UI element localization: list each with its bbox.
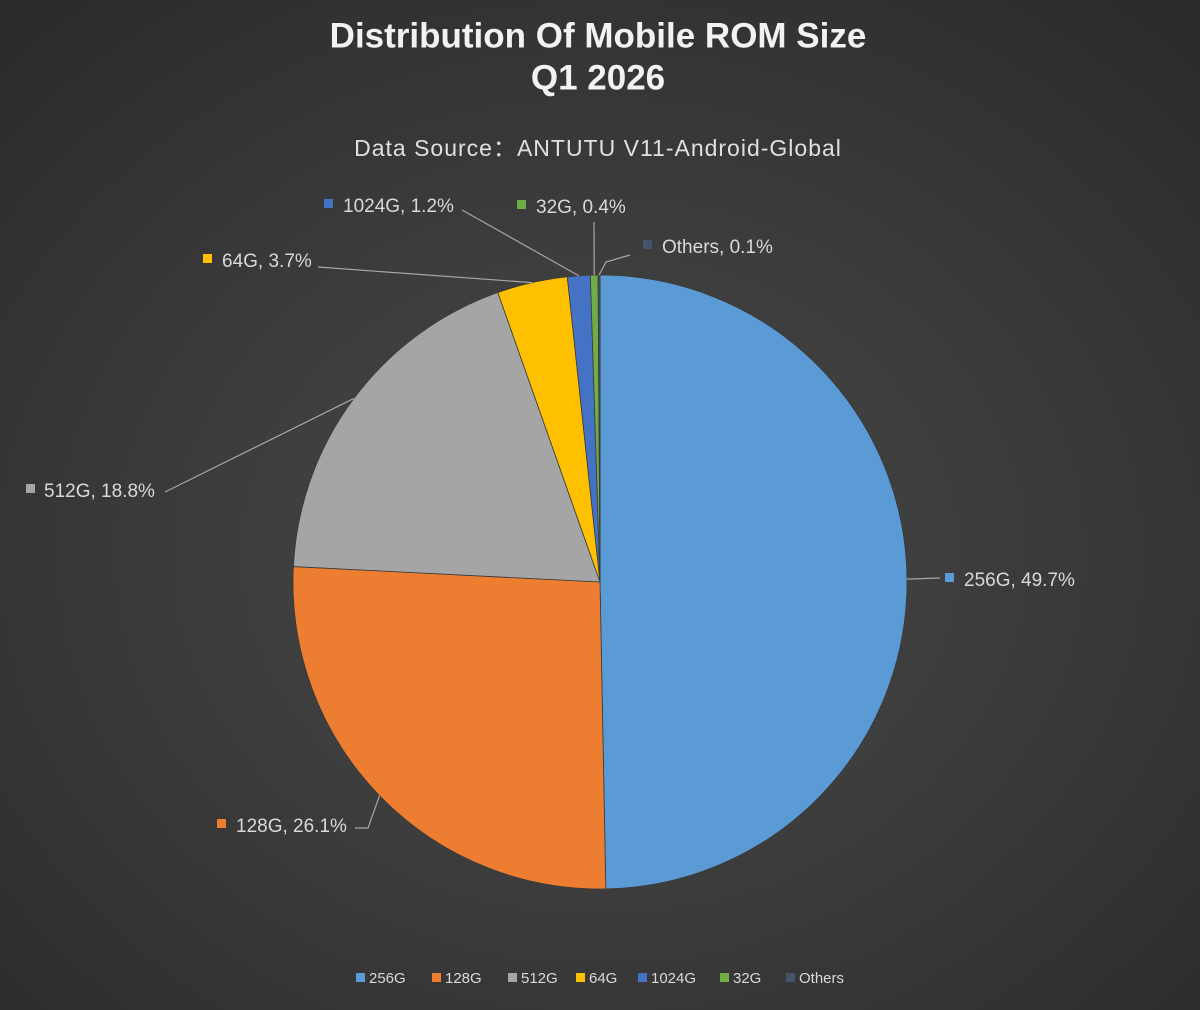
legend-label: Others — [799, 970, 844, 987]
label-marker — [203, 254, 212, 263]
legend-swatch — [508, 973, 517, 982]
legend-label: 32G — [733, 970, 761, 987]
leader-line — [164, 397, 355, 493]
pie-slice — [599, 274, 908, 890]
pie-slice — [292, 566, 607, 890]
chart-title: Distribution Of Mobile ROM Size — [330, 16, 867, 55]
data-label: 64G, 3.7% — [222, 251, 312, 272]
data-label: Others, 0.1% — [662, 237, 773, 258]
legend-label: 128G — [445, 970, 482, 987]
chart-title: Q1 2026 — [531, 58, 665, 97]
data-label: 128G, 26.1% — [236, 816, 347, 837]
leader-line — [355, 795, 381, 829]
label-marker — [643, 240, 652, 249]
chart-subtitle: Data Source：ANTUTU V11-Android-Global — [354, 135, 842, 161]
label-marker — [517, 200, 526, 209]
legend-swatch — [356, 973, 365, 982]
data-label: 32G, 0.4% — [536, 197, 626, 218]
data-label: 512G, 18.8% — [44, 481, 155, 502]
label-marker — [324, 199, 333, 208]
legend-label: 1024G — [651, 970, 696, 987]
label-marker — [26, 484, 35, 493]
leader-line — [461, 209, 580, 277]
label-marker — [217, 819, 226, 828]
leader-line — [906, 577, 941, 580]
legend-swatch — [786, 973, 795, 982]
legend-swatch — [432, 973, 441, 982]
leader-line — [317, 266, 533, 284]
data-label: 1024G, 1.2% — [343, 196, 454, 217]
data-label: 256G, 49.7% — [964, 570, 1075, 591]
legend-label: 512G — [521, 970, 558, 987]
legend-label: 256G — [369, 970, 406, 987]
legend-swatch — [638, 973, 647, 982]
label-marker — [945, 573, 954, 582]
legend-swatch — [720, 973, 729, 982]
legend-label: 64G — [589, 970, 617, 987]
leader-line — [598, 254, 631, 276]
legend-swatch — [576, 973, 585, 982]
